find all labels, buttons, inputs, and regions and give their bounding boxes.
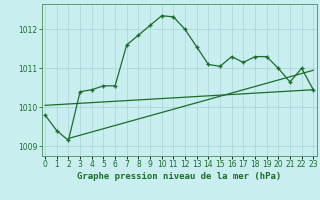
X-axis label: Graphe pression niveau de la mer (hPa): Graphe pression niveau de la mer (hPa)	[77, 172, 281, 181]
